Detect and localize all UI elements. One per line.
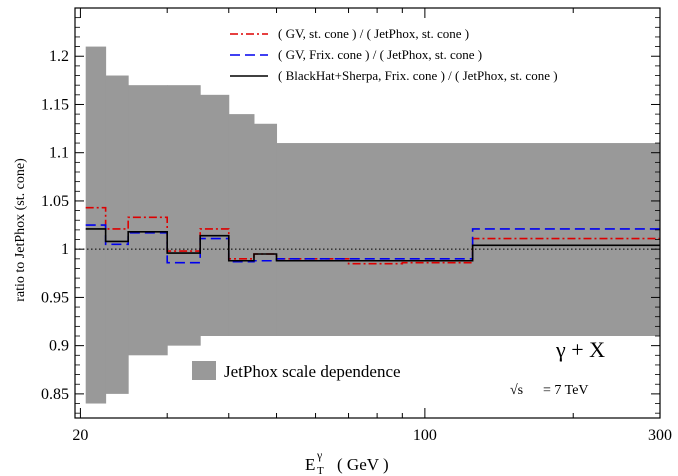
- process-label: γ + X: [555, 337, 605, 362]
- x-tick-label: 300: [648, 427, 672, 444]
- x-axis-label-unit: ( GeV ): [337, 455, 389, 474]
- band-bin-2: [128, 85, 168, 356]
- y-tick-label: 1: [61, 241, 69, 258]
- x-axis-label: E: [305, 455, 315, 474]
- band-bin-7: [276, 143, 661, 336]
- band-bin-1: [105, 75, 129, 394]
- legend-label-gv-frix: ( GV, Frix. cone ) / ( JetPhox, st. cone…: [278, 47, 482, 62]
- y-axis-label: ratio to JetPhox (st. cone): [13, 158, 28, 302]
- y-tick-label: 0.85: [41, 386, 69, 403]
- band-bin-3: [167, 85, 201, 346]
- x-tick-label: 20: [72, 427, 88, 444]
- band-bin-4: [200, 94, 230, 336]
- x-tick-label: 100: [413, 427, 437, 444]
- plot-frame: [74, 7, 661, 419]
- series-line-2: [85, 228, 660, 262]
- band-bin-0: [85, 46, 107, 404]
- sqrt-s-label: √s: [510, 383, 523, 398]
- y-tick-label: 1.05: [41, 193, 69, 210]
- legend-label-blackhat: ( BlackHat+Sherpa, Frix. cone ) / ( JetP…: [278, 68, 558, 83]
- series-line-1: [85, 224, 660, 264]
- band-bin-5: [228, 114, 255, 336]
- axis-ticks: 0.85 0.9 0.95 1 1.05 1.1 1.15 1.2 20 100 300: [41, 8, 672, 444]
- x-axis-label-sub: T: [317, 465, 324, 476]
- energy-label: = 7 TeV: [543, 383, 589, 398]
- y-tick-label: 1.1: [49, 145, 69, 162]
- y-tick-label: 1.2: [49, 48, 69, 65]
- legend-label-gv-st: ( GV, st. cone ) / ( JetPhox, st. cone ): [278, 26, 469, 41]
- legend: ( GV, st. cone ) / ( JetPhox, st. cone )…: [230, 26, 558, 83]
- band-bin-6: [253, 123, 278, 336]
- series-line-0: [85, 206, 660, 265]
- band-legend-swatch: [192, 361, 216, 380]
- y-tick-label: 0.9: [49, 338, 69, 355]
- y-tick-label: 0.95: [41, 289, 69, 306]
- y-tick-label: 1.15: [41, 96, 69, 113]
- scale-band-layer: [85, 46, 661, 404]
- band-legend-label: JetPhox scale dependence: [224, 362, 401, 381]
- series-layer: [85, 206, 660, 265]
- x-axis-label-main: E: [305, 455, 315, 474]
- x-axis-label-sup: γ: [316, 448, 323, 462]
